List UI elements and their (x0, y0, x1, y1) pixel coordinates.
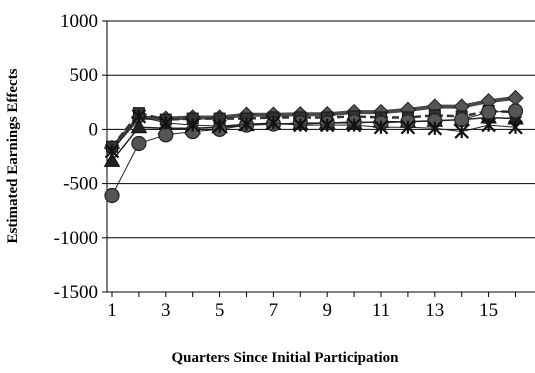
x-tick-label: 5 (215, 300, 225, 321)
marker-circle (481, 104, 497, 120)
marker-star (508, 119, 523, 135)
marker-star (346, 117, 362, 133)
y-tick-label: 0 (89, 119, 99, 140)
marker-star (319, 117, 335, 133)
x-tick-label: 9 (322, 300, 332, 321)
gridlines (107, 20, 535, 293)
axes (102, 20, 535, 297)
marker-star (293, 117, 308, 133)
marker-star (212, 118, 227, 134)
marker-circle (454, 112, 470, 128)
series-star (104, 109, 523, 159)
series-line-star (111, 115, 516, 152)
y-axis-title: Estimated Earnings Effects (5, 68, 21, 243)
y-tick-label: -500 (63, 174, 98, 195)
y-tick-label: -1000 (54, 228, 98, 249)
marker-star (158, 115, 174, 131)
marker-star (266, 115, 281, 131)
marker-star (481, 117, 496, 133)
marker-triangle (103, 152, 121, 167)
marker-star (454, 124, 469, 139)
series-line-circle (111, 110, 516, 196)
y-tick-label: 500 (70, 65, 99, 86)
marker-star (131, 109, 147, 124)
marker-star (373, 119, 389, 135)
x-tick-label: 11 (372, 300, 390, 321)
marker-star (185, 117, 200, 133)
series-line-diamond (110, 96, 516, 150)
marker-circle (131, 135, 147, 152)
marker-star (239, 116, 254, 132)
x-tick-label: 1 (107, 300, 117, 321)
y-tick-label: 1000 (60, 11, 98, 32)
marker-star (104, 143, 120, 159)
x-tick-label: 3 (161, 300, 171, 321)
marker-circle (104, 187, 120, 204)
series-circle (104, 103, 524, 204)
marker-circle (507, 103, 524, 119)
series-line-square (111, 109, 516, 148)
series-group (103, 89, 524, 204)
x-tick-label: 7 (269, 300, 279, 321)
marker-triangle (130, 118, 148, 134)
x-tick-label: 15 (479, 300, 498, 321)
x-axis-title: Quarters Since Initial Participation (171, 350, 399, 366)
marker-star (427, 121, 443, 136)
marker-diamond (507, 89, 524, 107)
x-tick-label: 13 (425, 300, 444, 321)
y-tick-label: -1500 (54, 282, 98, 303)
marker-star (400, 119, 416, 135)
marker-circle (158, 127, 174, 143)
